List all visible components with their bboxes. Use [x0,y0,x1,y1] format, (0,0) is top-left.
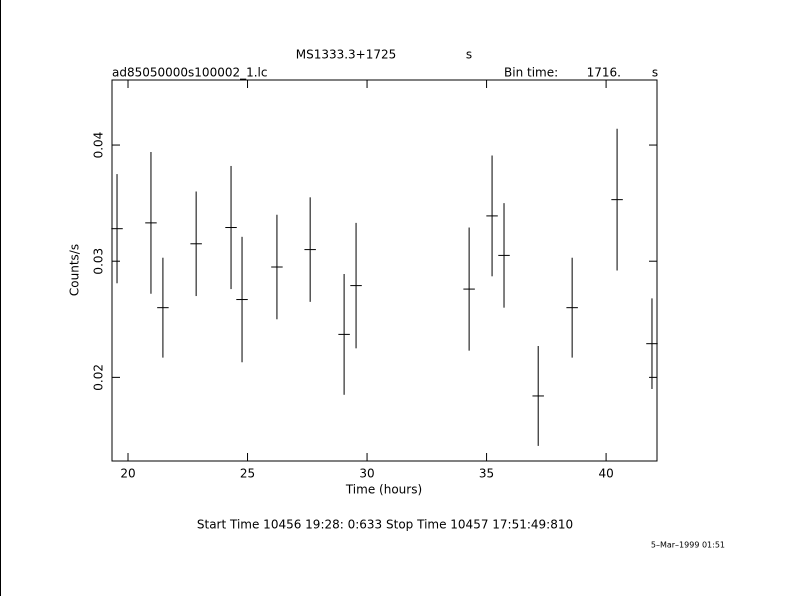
title-unit: s [466,48,472,62]
y-tick-label: 0.03 [92,248,106,275]
file-label: ad85050000s100002_1.lc [112,66,268,80]
chart-title: MS1333.3+1725 [296,48,397,62]
y-tick-label: 0.04 [92,132,106,159]
plot-frame [111,79,658,462]
x-tick-label: 35 [479,467,494,481]
bin-unit: s [652,66,658,80]
x-axis-label: Time (hours) [345,483,422,497]
bin-value: 1716. [587,66,621,80]
x-tick-label: 40 [598,467,613,481]
footer: Start Time 10456 19:28: 0:633 Stop Time … [197,518,573,532]
x-tick-label: 25 [240,467,255,481]
y-axis-label: Counts/s [68,244,82,296]
x-tick-label: 20 [120,467,135,481]
y-tick-label: 0.02 [92,364,106,391]
date-stamp: 5–Mar–1999 01:51 [651,541,725,550]
x-tick-label: 30 [359,467,374,481]
bin-label: Bin time: [504,66,558,80]
